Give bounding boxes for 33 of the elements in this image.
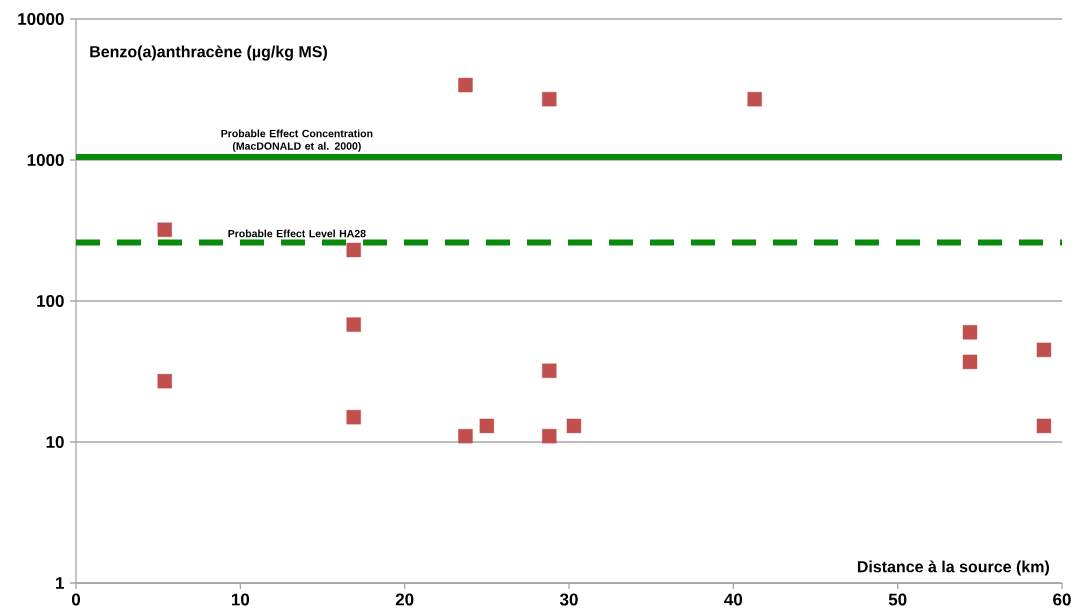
x-tick-label: 40 — [724, 593, 743, 606]
point — [346, 409, 361, 425]
point — [458, 77, 473, 93]
point — [1036, 418, 1052, 434]
y-axis-title: Benzo(a)anthracène (µg/kg MS) — [90, 45, 327, 61]
point — [1036, 342, 1052, 358]
x-tick-label: 20 — [395, 593, 414, 606]
point — [542, 91, 557, 107]
y-tick-label: 1 — [56, 577, 65, 589]
ref-line-label: Probable Effect Level HA28 — [228, 229, 366, 238]
point — [479, 418, 495, 434]
y-tick-label: 10 — [46, 435, 64, 449]
x-tick-label: 60 — [1053, 593, 1071, 606]
ref-line-label: Probable Effect Concentration (MacDONALD et al. 2000) — [221, 129, 373, 152]
point — [566, 418, 582, 434]
x-tick-label: 50 — [888, 593, 907, 606]
x-tick-label: 30 — [559, 593, 578, 606]
x-axis-title: Distance à la source (km) — [857, 560, 1049, 576]
point — [962, 354, 978, 370]
y-tick-label: 1000 — [27, 153, 64, 167]
point — [157, 373, 172, 389]
x-tick-label: 0 — [71, 593, 81, 606]
point — [962, 325, 978, 340]
y-tick-label: 10000 — [18, 12, 64, 26]
y-tick-label: 100 — [37, 294, 64, 308]
point — [157, 222, 172, 237]
point — [346, 242, 361, 258]
x-tick-label: 10 — [231, 593, 250, 606]
point — [542, 428, 557, 444]
point — [458, 428, 473, 444]
point — [346, 317, 361, 332]
point — [747, 91, 762, 107]
point — [542, 363, 557, 378]
